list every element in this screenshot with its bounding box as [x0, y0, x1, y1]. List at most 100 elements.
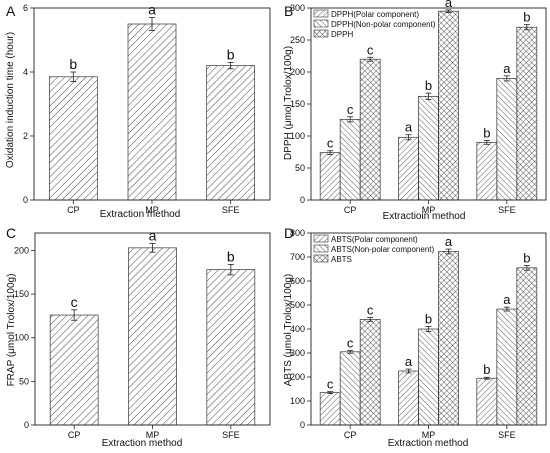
- bar: [418, 95, 439, 201]
- legend-entry: DPPH(Non-polar component): [331, 20, 436, 29]
- y-tick-label: 150: [290, 99, 305, 109]
- y-tick-label: 100: [290, 396, 305, 406]
- significance-letter: c: [347, 102, 354, 117]
- panel-b: B Extractioin method DPPH (μmol Trolox/1…: [283, 0, 547, 222]
- panel-c: C Extraction method FRAP (μmol Trolox/10…: [6, 225, 271, 449]
- panel-letter: C: [6, 225, 16, 241]
- y-axis-label: FRAP (μmol Trolox/100g): [6, 274, 17, 387]
- x-tick-label: CP: [344, 205, 357, 215]
- legend-entry: DPPH: [331, 30, 353, 39]
- legend-entry: ABTS: [331, 255, 352, 264]
- y-tick-label: 4: [23, 67, 28, 77]
- significance-letter: c: [71, 294, 78, 310]
- x-tick-label: SFE: [498, 430, 516, 440]
- bar: [206, 269, 256, 426]
- legend-swatch: [313, 244, 329, 253]
- significance-letter: c: [327, 377, 334, 392]
- y-tick-label: 400: [290, 324, 305, 334]
- significance-letter: b: [425, 312, 432, 327]
- significance-letter: a: [503, 61, 511, 76]
- bar: [49, 314, 99, 426]
- y-tick-label: 200: [14, 245, 29, 255]
- bar: [359, 319, 381, 426]
- y-tick-label: 50: [19, 376, 29, 386]
- plot-frame: [33, 7, 271, 201]
- significance-letter: a: [405, 120, 413, 135]
- x-axis-label: Extraction method: [100, 209, 181, 220]
- significance-letter: b: [69, 56, 77, 72]
- bar: [48, 76, 98, 201]
- bar: [516, 26, 538, 201]
- significance-letter: b: [425, 78, 432, 93]
- y-tick-label: 300: [290, 3, 305, 13]
- y-tick-label: 150: [14, 289, 29, 299]
- legend-swatch: [313, 9, 329, 18]
- bar: [476, 142, 498, 201]
- significance-letter: b: [227, 46, 235, 62]
- significance-letter: c: [367, 302, 374, 317]
- significance-letter: c: [347, 335, 354, 350]
- plot-frame: [310, 232, 547, 426]
- bar: [476, 377, 498, 426]
- panel-letter: D: [284, 225, 294, 241]
- x-tick-label: MP: [422, 430, 436, 440]
- y-tick-label: 0: [300, 195, 305, 205]
- y-tick-label: 0: [23, 195, 28, 205]
- y-tick-label: 200: [290, 67, 305, 77]
- legend-swatch: [313, 234, 329, 243]
- y-tick-label: 300: [290, 348, 305, 358]
- legend-swatch: [313, 29, 329, 38]
- y-tick-label: 700: [290, 252, 305, 262]
- significance-letter: b: [523, 10, 530, 25]
- bar: [418, 328, 439, 426]
- legend-swatch: [313, 19, 329, 28]
- bar: [128, 247, 177, 426]
- x-tick-label: CP: [344, 430, 357, 440]
- y-tick-label: 50: [295, 163, 305, 173]
- bar: [127, 23, 177, 201]
- y-tick-label: 2: [23, 131, 28, 141]
- significance-letter: a: [445, 0, 453, 10]
- bar: [398, 136, 419, 201]
- bar: [496, 308, 518, 426]
- bar: [398, 370, 419, 426]
- bar: [319, 152, 341, 201]
- significance-letter: a: [445, 234, 453, 249]
- bar: [206, 65, 256, 201]
- bar: [516, 267, 538, 426]
- x-tick-label: MP: [422, 205, 436, 215]
- x-tick-label: MP: [145, 205, 159, 215]
- y-tick-label: 6: [23, 3, 28, 13]
- y-axis-label: ABTS (μmol Trolox/100g): [283, 274, 294, 386]
- y-tick-label: 600: [290, 276, 305, 286]
- y-tick-label: 100: [14, 333, 29, 343]
- significance-letter: b: [523, 250, 530, 265]
- bar: [339, 119, 361, 201]
- bar: [438, 251, 459, 426]
- x-tick-label: SFE: [222, 205, 240, 215]
- y-tick-label: 0: [300, 420, 305, 430]
- y-tick-label: 250: [290, 35, 305, 45]
- y-axis-label: DPPH (μmol Trolox/100g): [283, 46, 294, 160]
- x-tick-label: SFE: [498, 205, 516, 215]
- y-tick-label: 0: [24, 420, 29, 430]
- x-tick-label: MP: [146, 430, 160, 440]
- panel-d: D Extraction method ABTS (μmol Trolox/10…: [283, 225, 547, 449]
- bar: [359, 58, 381, 201]
- panel-a: A Extraction method Oxidation induction …: [5, 2, 271, 220]
- plot-frame: [310, 7, 547, 201]
- panel-letter: A: [6, 3, 16, 19]
- bar: [319, 392, 341, 426]
- y-axis-label: Oxidation induction time (hour): [5, 32, 16, 168]
- x-tick-label: SFE: [222, 430, 240, 440]
- bar: [496, 78, 518, 201]
- significance-letter: b: [483, 362, 490, 377]
- x-axis-label: Extraction method: [102, 438, 183, 449]
- y-tick-label: 800: [290, 228, 305, 238]
- x-tick-label: CP: [67, 205, 80, 215]
- significance-letter: c: [327, 136, 334, 151]
- legend-entry: ABTS(Non-polar component): [331, 245, 434, 254]
- significance-letter: a: [149, 227, 157, 243]
- legend-swatch: [313, 254, 329, 263]
